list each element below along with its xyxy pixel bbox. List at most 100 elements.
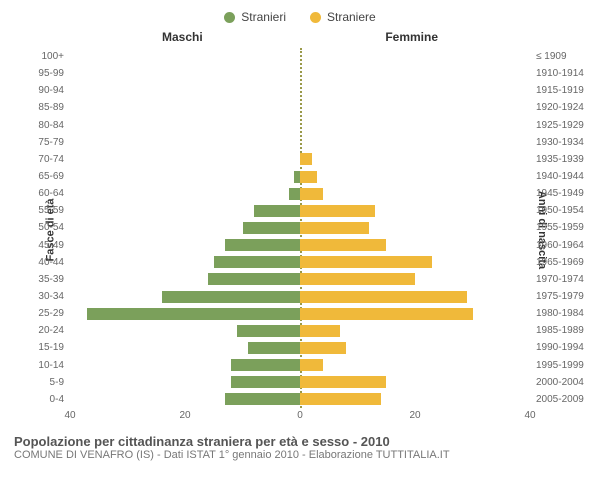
female-bar bbox=[300, 393, 381, 405]
age-row: 95-991910-1914 bbox=[70, 65, 530, 82]
x-tick: 20 bbox=[179, 410, 190, 421]
age-label: 65-69 bbox=[38, 171, 64, 182]
male-bar bbox=[231, 359, 300, 371]
male-bar bbox=[248, 342, 300, 354]
birth-label: 1950-1954 bbox=[536, 205, 584, 216]
female-bar bbox=[300, 239, 386, 251]
age-label: 35-39 bbox=[38, 274, 64, 285]
female-swatch bbox=[310, 12, 321, 23]
age-label: 80-84 bbox=[38, 120, 64, 131]
legend-female-label: Straniere bbox=[327, 10, 376, 24]
birth-label: 2000-2004 bbox=[536, 377, 584, 388]
x-axis: 402002040 bbox=[70, 410, 530, 424]
female-bar bbox=[300, 153, 312, 165]
male-bar bbox=[237, 325, 300, 337]
male-swatch bbox=[224, 12, 235, 23]
age-row: 90-941915-1919 bbox=[70, 82, 530, 99]
bar-rows: 100+≤ 190995-991910-191490-941915-191985… bbox=[70, 48, 530, 408]
age-row: 70-741935-1939 bbox=[70, 151, 530, 168]
age-row: 5-92000-2004 bbox=[70, 374, 530, 391]
female-bar bbox=[300, 325, 340, 337]
birth-label: 1925-1929 bbox=[536, 120, 584, 131]
age-label: 85-89 bbox=[38, 102, 64, 113]
birth-label: 1985-1989 bbox=[536, 325, 584, 336]
age-label: 40-44 bbox=[38, 257, 64, 268]
male-bar bbox=[231, 376, 300, 388]
male-bar bbox=[254, 205, 300, 217]
birth-label: 1995-1999 bbox=[536, 360, 584, 371]
age-row: 30-341975-1979 bbox=[70, 288, 530, 305]
legend-item-male: Stranieri bbox=[224, 10, 286, 24]
birth-label: 1935-1939 bbox=[536, 154, 584, 165]
age-row: 40-441965-1969 bbox=[70, 254, 530, 271]
female-bar bbox=[300, 273, 415, 285]
age-label: 5-9 bbox=[50, 377, 64, 388]
birth-label: 2005-2009 bbox=[536, 394, 584, 405]
age-row: 45-491960-1964 bbox=[70, 237, 530, 254]
age-label: 50-54 bbox=[38, 222, 64, 233]
chart-subtitle: COMUNE DI VENAFRO (IS) - Dati ISTAT 1° g… bbox=[14, 449, 586, 461]
x-tick: 20 bbox=[409, 410, 420, 421]
legend-male-label: Stranieri bbox=[241, 10, 286, 24]
age-label: 90-94 bbox=[38, 85, 64, 96]
age-label: 0-4 bbox=[50, 394, 64, 405]
age-row: 20-241985-1989 bbox=[70, 322, 530, 339]
age-row: 25-291980-1984 bbox=[70, 305, 530, 322]
age-label: 25-29 bbox=[38, 308, 64, 319]
birth-label: 1965-1969 bbox=[536, 257, 584, 268]
male-bar bbox=[243, 222, 301, 234]
female-bar bbox=[300, 205, 375, 217]
male-bar bbox=[225, 393, 300, 405]
x-tick: 40 bbox=[64, 410, 75, 421]
chart-title: Popolazione per cittadinanza straniera p… bbox=[14, 434, 586, 449]
birth-label: 1990-1994 bbox=[536, 342, 584, 353]
male-bar bbox=[208, 273, 300, 285]
male-bar bbox=[162, 291, 300, 303]
birth-label: 1960-1964 bbox=[536, 240, 584, 251]
birth-label: ≤ 1909 bbox=[536, 51, 567, 62]
age-row: 85-891920-1924 bbox=[70, 99, 530, 116]
female-bar bbox=[300, 188, 323, 200]
age-label: 30-34 bbox=[38, 291, 64, 302]
female-bar bbox=[300, 222, 369, 234]
age-row: 75-791930-1934 bbox=[70, 134, 530, 151]
birth-label: 1945-1949 bbox=[536, 188, 584, 199]
header-female: Femmine bbox=[385, 30, 438, 44]
age-row: 65-691940-1944 bbox=[70, 168, 530, 185]
male-bar bbox=[225, 239, 300, 251]
age-row: 80-841925-1929 bbox=[70, 117, 530, 134]
age-row: 55-591950-1954 bbox=[70, 202, 530, 219]
age-label: 75-79 bbox=[38, 137, 64, 148]
male-bar bbox=[87, 308, 300, 320]
age-label: 60-64 bbox=[38, 188, 64, 199]
age-row: 15-191990-1994 bbox=[70, 339, 530, 356]
birth-label: 1915-1919 bbox=[536, 85, 584, 96]
age-row: 35-391970-1974 bbox=[70, 271, 530, 288]
female-bar bbox=[300, 171, 317, 183]
birth-label: 1975-1979 bbox=[536, 291, 584, 302]
age-label: 95-99 bbox=[38, 68, 64, 79]
female-bar bbox=[300, 291, 467, 303]
age-row: 0-42005-2009 bbox=[70, 391, 530, 408]
legend: Stranieri Straniere bbox=[0, 0, 600, 24]
column-headers: Maschi Femmine bbox=[70, 30, 530, 46]
age-label: 10-14 bbox=[38, 360, 64, 371]
age-label: 70-74 bbox=[38, 154, 64, 165]
female-bar bbox=[300, 359, 323, 371]
footer: Popolazione per cittadinanza straniera p… bbox=[0, 430, 600, 461]
age-label: 15-19 bbox=[38, 342, 64, 353]
female-bar bbox=[300, 376, 386, 388]
female-bar bbox=[300, 308, 473, 320]
birth-label: 1940-1944 bbox=[536, 171, 584, 182]
x-tick: 40 bbox=[524, 410, 535, 421]
birth-label: 1970-1974 bbox=[536, 274, 584, 285]
birth-label: 1955-1959 bbox=[536, 222, 584, 233]
age-row: 10-141995-1999 bbox=[70, 357, 530, 374]
birth-label: 1930-1934 bbox=[536, 137, 584, 148]
age-label: 100+ bbox=[41, 51, 64, 62]
female-bar bbox=[300, 256, 432, 268]
pyramid-chart: Fasce di età Anni di nascita Maschi Femm… bbox=[15, 30, 585, 430]
male-bar bbox=[289, 188, 301, 200]
age-row: 100+≤ 1909 bbox=[70, 48, 530, 65]
birth-label: 1910-1914 bbox=[536, 68, 584, 79]
